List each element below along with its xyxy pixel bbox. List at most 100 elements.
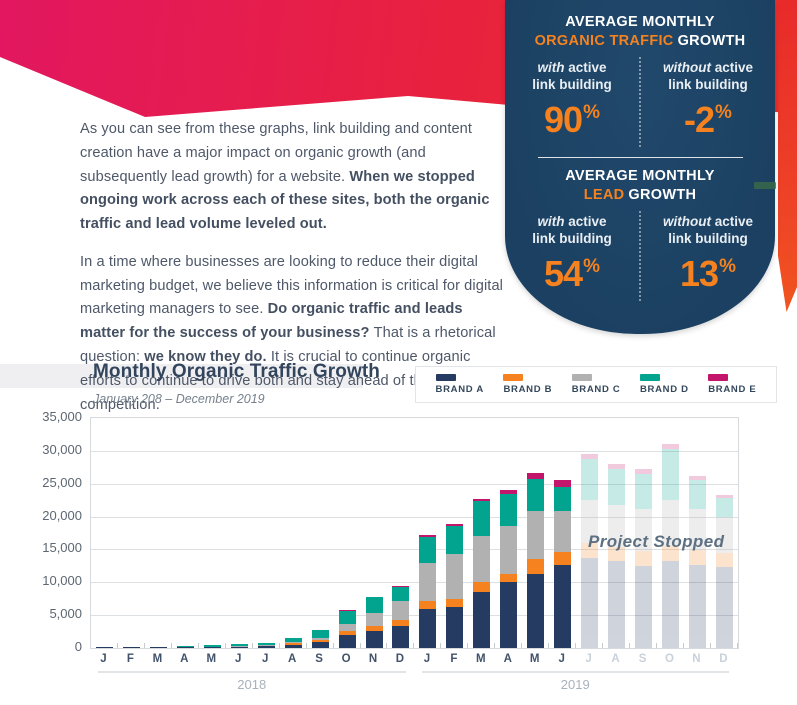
bar-segment (608, 546, 626, 562)
month-label: S (638, 653, 647, 665)
bar-segment (284, 641, 302, 644)
month-label: J (585, 653, 592, 665)
bar-slot (199, 418, 226, 648)
bar-segment (257, 642, 275, 645)
bar-slot (441, 418, 469, 648)
bar-segment (635, 473, 653, 510)
stacked-bar (284, 637, 302, 648)
bar-segment (500, 525, 518, 574)
stacked-bar (608, 464, 626, 648)
bar-segment (608, 504, 626, 547)
year-label: 2019 (560, 677, 590, 692)
month-label: N (368, 653, 378, 665)
bar-slot (172, 418, 199, 648)
chart-title-band (0, 364, 363, 388)
paragraph: In a time where businesses are looking t… (80, 253, 504, 413)
stacked-bar (230, 644, 248, 648)
legend-item: BRAND D (639, 374, 689, 395)
bar-segment (419, 562, 437, 602)
bar-segment (122, 647, 140, 648)
y-tick-label: 30,000 (42, 441, 82, 457)
stacked-bar (688, 475, 706, 648)
bar-segment (419, 535, 437, 537)
stacked-bar (338, 609, 356, 648)
bar-segment (581, 542, 599, 558)
legend-label: BRAND A (435, 384, 484, 395)
stacked-bar (446, 524, 464, 648)
bar-segment (419, 609, 437, 648)
gridline (91, 582, 738, 584)
bar-segment (715, 497, 733, 518)
bar-segment (95, 647, 113, 648)
stacked-bar (176, 646, 194, 648)
bar-segment (365, 597, 383, 613)
bar-segment (554, 511, 572, 553)
legend-item: BRAND A (435, 374, 484, 395)
bar-slot (361, 418, 388, 648)
stacked-bar (500, 490, 518, 648)
bar-segment (392, 586, 410, 602)
bar-segment (527, 473, 545, 480)
bar-segment (338, 631, 356, 635)
y-tick-label: 25,000 (42, 474, 82, 490)
bar-segment (527, 479, 545, 512)
stacked-bar (257, 642, 275, 648)
bar-segment (176, 647, 194, 648)
legend-item: BRAND E (708, 374, 756, 395)
bar-segment (338, 623, 356, 632)
bar-segment (365, 630, 383, 648)
month-label: M (529, 653, 540, 665)
chart-legend: BRAND A BRAND B BRAND C BRAND D BRAND E (415, 366, 777, 403)
bar-segment (715, 517, 733, 554)
bar-segment (365, 626, 383, 631)
stat-value: 13% (680, 253, 736, 294)
stacked-bar (419, 535, 437, 648)
badge-section-title: AVERAGE MONTHLY ORGANIC TRAFFIC GROWTH (505, 13, 775, 51)
bar-slot (91, 418, 118, 648)
month-label: M (476, 653, 486, 665)
bar-segment (635, 565, 653, 648)
bar-segment (419, 536, 437, 563)
bar-slot (468, 418, 496, 648)
month-label: A (503, 653, 512, 665)
bar-segment (338, 610, 356, 624)
bar-segment (500, 490, 518, 494)
bar-segment (230, 644, 248, 647)
legend-swatch-icon (708, 374, 729, 381)
bar-segment (284, 637, 302, 642)
bar-slot (711, 418, 738, 648)
bar-segment (661, 444, 679, 449)
bar-segment (554, 480, 572, 488)
bar-segment (635, 509, 653, 551)
bar-segment (473, 501, 491, 537)
stat-value: 90% (544, 99, 600, 140)
bar-segment (446, 607, 464, 648)
bar-segment (311, 637, 329, 640)
badge-title-accent: LEAD (583, 187, 625, 203)
bar-segment (311, 641, 329, 648)
month-label: D (395, 653, 405, 665)
chart-subtitle: January 208 – December 2019 (93, 392, 265, 406)
stacked-bar (581, 454, 599, 648)
bar-segment (581, 454, 599, 460)
month-label: J (100, 653, 107, 665)
legend-swatch-icon (503, 374, 524, 381)
bar-slot (495, 418, 523, 648)
body-text: As you can see from these graphs, link b… (80, 118, 504, 431)
bar-segment (527, 573, 545, 648)
bar-segment (635, 550, 653, 566)
bar-segment (715, 566, 733, 648)
bar-segment (581, 459, 599, 501)
stacked-bar (311, 630, 329, 648)
month-label: J (261, 653, 269, 665)
bar-segment (688, 475, 706, 480)
stacked-bar (527, 473, 545, 648)
badge-title-rest: GROWTH (677, 33, 746, 49)
month-label: O (665, 653, 674, 665)
bar-segment (257, 645, 275, 647)
year-separator-line (98, 671, 406, 673)
bar-slot (603, 418, 631, 648)
stacked-bar (95, 646, 113, 648)
bar-segment (446, 598, 464, 608)
